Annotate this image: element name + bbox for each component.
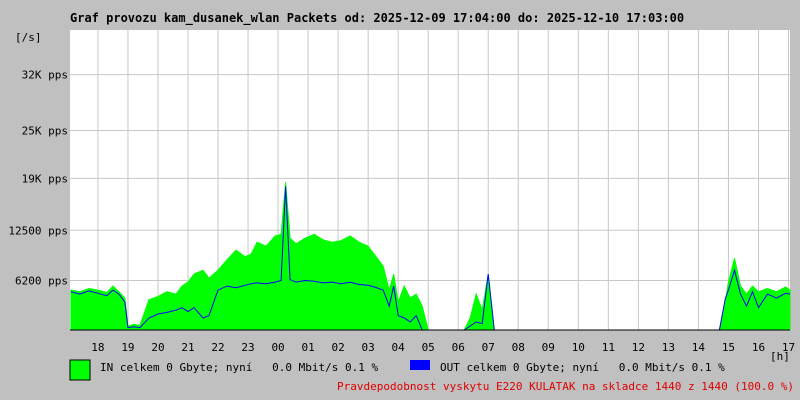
x-tick-label: 10 (572, 341, 585, 354)
x-tick-label: 20 (151, 341, 164, 354)
x-tick-label: 05 (422, 341, 435, 354)
x-axis-unit-label: [h] (770, 350, 790, 363)
y-axis-unit-label: [/s] (15, 31, 42, 44)
x-tick-label: 02 (331, 341, 344, 354)
x-tick-label: 23 (241, 341, 254, 354)
y-tick-label: 19K pps (22, 172, 68, 185)
x-tick-label: 11 (602, 341, 615, 354)
x-tick-label: 04 (392, 341, 406, 354)
x-tick-label: 03 (362, 341, 375, 354)
x-tick-label: 16 (752, 341, 765, 354)
y-axis-tick-labels: 6200 pps 12500 pps 19K pps 25K pps 32K pps (8, 69, 68, 288)
x-tick-label: 06 (452, 341, 465, 354)
legend-out-text: OUT celkem 0 Gbyte; nyní 0.0 Mbit/s 0.1 … (440, 361, 725, 374)
x-tick-label: 21 (181, 341, 194, 354)
x-tick-label: 13 (662, 341, 675, 354)
x-tick-label: 08 (512, 341, 525, 354)
x-tick-label: 18 (91, 341, 104, 354)
legend-in-swatch (69, 359, 91, 381)
y-tick-label: 32K pps (22, 69, 68, 82)
x-tick-label: 17 (782, 341, 795, 354)
x-tick-label: 15 (722, 341, 735, 354)
y-tick-label: 6200 pps (15, 275, 68, 288)
x-tick-label: 07 (482, 341, 495, 354)
legend-in-text: IN celkem 0 Gbyte; nyní 0.0 Mbit/s 0.1 % (100, 361, 379, 374)
legend-out-swatch (410, 360, 430, 370)
x-tick-label: 19 (121, 341, 134, 354)
x-tick-label: 01 (301, 341, 314, 354)
chart-title: Graf provozu kam_dusanek_wlan Packets od… (70, 11, 684, 26)
x-tick-label: 09 (542, 341, 555, 354)
x-tick-label: 14 (692, 341, 706, 354)
x-tick-label: 22 (211, 341, 224, 354)
y-tick-label: 25K pps (22, 125, 68, 138)
x-tick-label: 00 (271, 341, 284, 354)
x-tick-label: 12 (632, 341, 645, 354)
x-axis-tick-labels: 18 19 20 21 22 23 00 01 02 03 04 05 06 07 08 09 10 11 12 13… (91, 341, 795, 354)
footer-note: Pravdepodobnost vyskytu E220 KULATAK na … (337, 380, 794, 393)
y-tick-label: 12500 pps (8, 224, 68, 237)
